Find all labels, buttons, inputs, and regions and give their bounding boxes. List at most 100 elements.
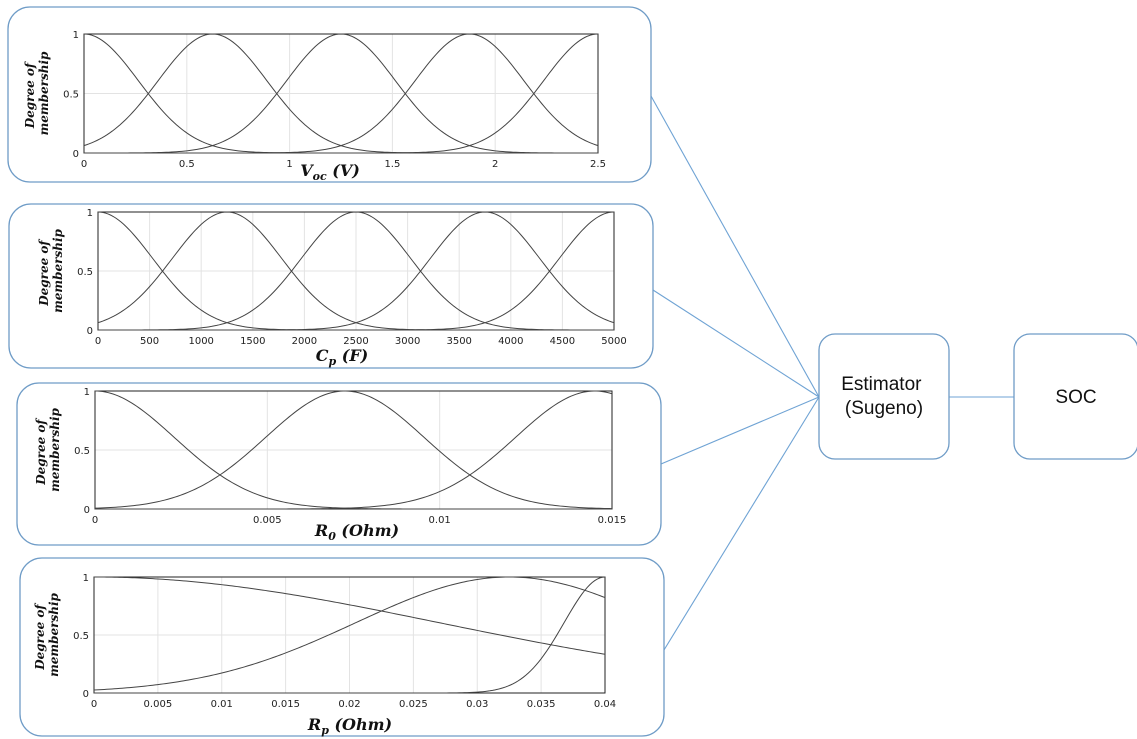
- y-tick-label: 0: [73, 149, 79, 160]
- panel-r0-plot: 0 0.005 0.01 0.015 0 0.5 1: [74, 387, 626, 526]
- panel-r0-xlabel: R0 (Ohm): [314, 521, 399, 543]
- x-tick-label: 2500: [343, 336, 368, 347]
- ylabel-line1: Degree of: [33, 603, 47, 671]
- connector-cp-to-estimator: [652, 289, 820, 398]
- x-tick-label: 0.01: [211, 699, 233, 710]
- x-tick-label: 4000: [498, 336, 523, 347]
- xlabel-main: R: [314, 521, 328, 540]
- x-tick-label: 0.015: [598, 515, 627, 526]
- x-tick-label: 500: [140, 336, 159, 347]
- estimator-label-line1: Estimator: [841, 374, 922, 395]
- ylabel-line1: Degree of: [34, 418, 48, 486]
- membership-curve: [98, 211, 615, 331]
- y-tick-label: 0: [84, 505, 90, 516]
- ylabel-line2: membership: [51, 228, 65, 312]
- panel-rp-plot: 0 0.005 0.01 0.015 0.02 0.025 0.03 0.035 0.04 0 0.…: [73, 573, 616, 710]
- panel-voc-plot: 0 0.5 1 1.5 2 2.5 0 0.5 1: [63, 30, 606, 170]
- ylabel-line2: membership: [37, 51, 51, 135]
- ylabel-line1: Degree of: [37, 239, 51, 307]
- x-tick-label: 0.03: [466, 699, 488, 710]
- x-tick-label: 1.5: [384, 159, 400, 170]
- xlabel-main: C: [316, 346, 329, 365]
- membership-curve: [94, 390, 613, 510]
- membership-curve: [95, 390, 613, 510]
- y-tick-label: 1: [83, 573, 89, 584]
- x-tick-label: 0.035: [527, 699, 556, 710]
- membership-curve: [98, 211, 614, 331]
- panel-r0-ylabel: Degree of membership: [34, 407, 62, 491]
- panel-cp: 0 500 1000 1500 2000 2500 3000 3500 4000 4500 5000…: [8, 203, 654, 369]
- x-tick-label: 0.04: [594, 699, 616, 710]
- estimator-box: [818, 333, 950, 460]
- xlabel-sub: 0: [328, 530, 336, 543]
- x-tick-label: 0: [95, 336, 101, 347]
- x-tick-label: 2.5: [590, 159, 606, 170]
- membership-curve: [84, 33, 599, 154]
- xlabel-rest: (F): [336, 346, 368, 365]
- soc-box: [1013, 333, 1137, 460]
- panel-cp-xlabel: Cp (F): [316, 346, 369, 368]
- panel-rp-ylabel: Degree of membership: [33, 592, 61, 676]
- xlabel-rest: (Ohm): [329, 715, 392, 734]
- panel-cp-ylabel: Degree of membership: [37, 228, 65, 312]
- connector-r0-to-estimator: [660, 396, 820, 465]
- xlabel-main: V: [300, 161, 314, 180]
- xlabel-sub: p: [328, 355, 336, 368]
- membership-curve: [94, 390, 612, 510]
- panel-r0: 0 0.005 0.01 0.015 0 0.5 1 Degree of membershi…: [16, 382, 662, 546]
- ylabel-line2: membership: [47, 592, 61, 676]
- soc-node: SOC: [1013, 333, 1137, 460]
- x-tick-label: 5000: [601, 336, 626, 347]
- x-tick-label: 0.005: [253, 515, 282, 526]
- panel-cp-plot: 0 500 1000 1500 2000 2500 3000 3500 4000 4500 5000…: [77, 208, 627, 347]
- xlabel-rest: (Ohm): [336, 521, 399, 540]
- x-tick-label: 2000: [292, 336, 317, 347]
- membership-curve: [94, 576, 606, 655]
- x-tick-label: 3000: [395, 336, 420, 347]
- connector-voc-to-estimator: [650, 95, 820, 398]
- x-tick-label: 0.02: [338, 699, 360, 710]
- y-tick-label: 0.5: [73, 631, 89, 642]
- soc-label: SOC: [1055, 387, 1096, 408]
- x-tick-label: 1500: [240, 336, 265, 347]
- y-tick-label: 0: [87, 326, 93, 337]
- y-tick-label: 0.5: [77, 267, 93, 278]
- x-tick-label: 0.025: [399, 699, 428, 710]
- membership-curve: [94, 576, 606, 694]
- ylabel-line1: Degree of: [23, 61, 37, 129]
- membership-curve: [93, 576, 606, 691]
- x-tick-label: 0.005: [144, 699, 173, 710]
- x-tick-label: 1: [286, 159, 292, 170]
- panel-rp: 0 0.005 0.01 0.015 0.02 0.025 0.03 0.035 0.04 0 0.…: [19, 557, 665, 737]
- panel-voc-xlabel: Voc (V): [300, 161, 360, 183]
- connector-rp-to-estimator: [663, 396, 820, 651]
- y-tick-label: 0.5: [63, 90, 79, 101]
- y-tick-label: 0.5: [74, 446, 90, 457]
- panel-voc-ylabel: Degree of membership: [23, 51, 51, 135]
- x-tick-label: 3500: [446, 336, 471, 347]
- x-tick-label: 0.01: [429, 515, 451, 526]
- plot-border: [94, 390, 613, 510]
- x-tick-label: 2: [492, 159, 498, 170]
- y-tick-label: 1: [84, 387, 90, 398]
- estimator-label: Estimator (Sugeno): [841, 374, 927, 419]
- xlabel-sub: p: [321, 724, 329, 737]
- x-tick-label: 0: [92, 515, 98, 526]
- x-tick-label: 0: [81, 159, 87, 170]
- x-tick-label: 0.015: [271, 699, 300, 710]
- ylabel-line2: membership: [48, 407, 62, 491]
- estimator-node: Estimator (Sugeno): [818, 333, 950, 460]
- xlabel-rest: (V): [327, 161, 360, 180]
- x-tick-label: 4500: [550, 336, 575, 347]
- x-tick-label: 0: [91, 699, 97, 710]
- x-tick-label: 0.5: [179, 159, 195, 170]
- y-tick-label: 1: [87, 208, 93, 219]
- panel-voc: 0 0.5 1 1.5 2 2.5 0 0.5 1 Degree of membership V…: [7, 6, 652, 183]
- y-tick-label: 1: [73, 30, 79, 41]
- estimator-label-line2: (Sugeno): [845, 398, 923, 419]
- membership-curve: [84, 33, 598, 154]
- xlabel-sub: oc: [313, 170, 327, 183]
- xlabel-main: R: [307, 715, 321, 734]
- x-tick-label: 1000: [188, 336, 213, 347]
